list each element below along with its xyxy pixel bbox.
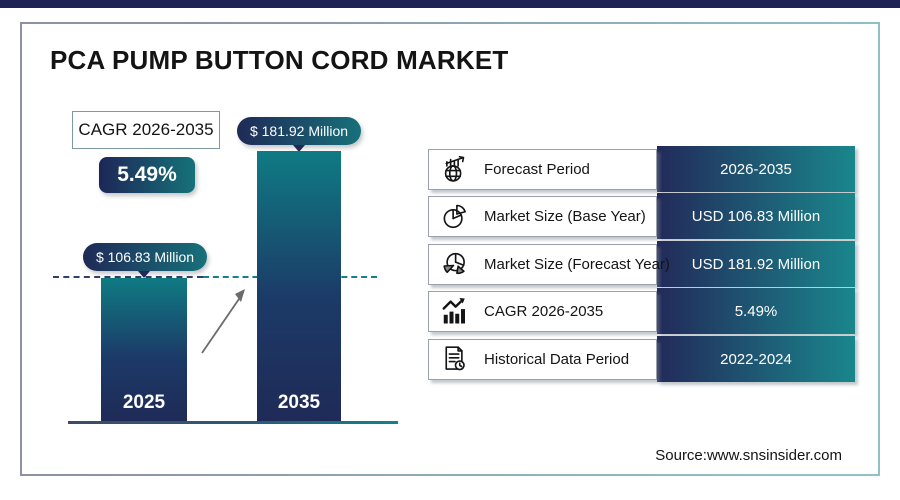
bar-growth-icon bbox=[442, 298, 465, 324]
table-row: 2022-2024 Historical Data Period bbox=[428, 336, 855, 382]
x-axis-baseline bbox=[68, 421, 398, 424]
globe-growth-icon bbox=[444, 155, 465, 182]
row-value: USD 181.92 Million bbox=[657, 241, 855, 287]
source-attribution: Source:www.snsinsider.com bbox=[655, 447, 842, 464]
row-value: 5.49% bbox=[657, 288, 855, 334]
bar-2025: 2025 bbox=[101, 278, 187, 422]
row-label: Forecast Period bbox=[484, 160, 590, 178]
row-label-box: CAGR 2026-2035 bbox=[428, 290, 657, 332]
row-label: CAGR 2026-2035 bbox=[484, 302, 604, 320]
row-label-box: Market Size (Forecast Year) bbox=[428, 243, 670, 285]
row-value: USD 106.83 Million bbox=[657, 193, 855, 239]
row-value: 2022-2024 bbox=[657, 336, 855, 382]
cagr-label-box: CAGR 2026-2035 bbox=[72, 111, 220, 149]
row-value: 2026-2035 bbox=[657, 146, 855, 192]
dashed-line-left-segment bbox=[53, 276, 203, 279]
callout-pointer-2035 bbox=[293, 145, 305, 152]
row-label: Market Size (Base Year) bbox=[484, 207, 646, 225]
row-label: Market Size (Forecast Year) bbox=[484, 255, 670, 273]
growth-arrow-icon bbox=[201, 289, 245, 354]
page-title: PCA PUMP BUTTON CORD MARKET bbox=[50, 45, 509, 75]
document-clock-icon bbox=[445, 346, 465, 371]
bar-value-callout-2025: $ 106.83 Million bbox=[83, 243, 207, 271]
pie-chart-icon bbox=[443, 204, 466, 229]
row-label-box: Forecast Period bbox=[428, 148, 657, 190]
table-row: 2026-2035 Forecast Period bbox=[428, 146, 855, 192]
row-label-box: Market Size (Base Year) bbox=[428, 195, 657, 237]
table-row: 5.49% CAGR 2026-2035 bbox=[428, 288, 855, 334]
pie-chart-exploded-icon bbox=[443, 252, 465, 275]
callout-pointer-2025 bbox=[138, 271, 150, 278]
cagr-value-badge: 5.49% bbox=[99, 157, 195, 193]
table-row: USD 181.92 Million Market Size (Forecast… bbox=[428, 241, 855, 287]
bar-year-label-2035: 2035 bbox=[277, 392, 321, 413]
bar-year-label-2025: 2025 bbox=[122, 392, 166, 413]
row-label: Historical Data Period bbox=[484, 350, 630, 368]
top-accent-bar bbox=[0, 0, 900, 8]
bar-value-callout-2035: $ 181.92 Million bbox=[237, 117, 361, 145]
row-label-box: Historical Data Period bbox=[428, 338, 657, 380]
bar-2035: 2035 bbox=[257, 151, 341, 422]
table-row: USD 106.83 Million Market Size (Base Yea… bbox=[428, 193, 855, 239]
